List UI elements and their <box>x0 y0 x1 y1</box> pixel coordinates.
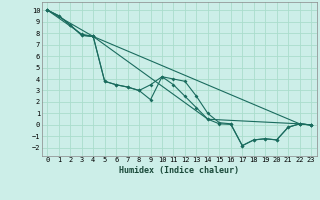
X-axis label: Humidex (Indice chaleur): Humidex (Indice chaleur) <box>119 166 239 175</box>
